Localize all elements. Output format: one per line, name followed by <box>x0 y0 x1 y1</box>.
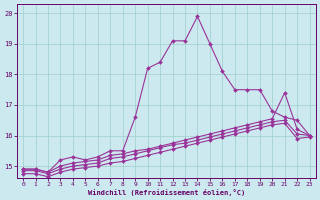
X-axis label: Windchill (Refroidissement éolien,°C): Windchill (Refroidissement éolien,°C) <box>88 189 245 196</box>
